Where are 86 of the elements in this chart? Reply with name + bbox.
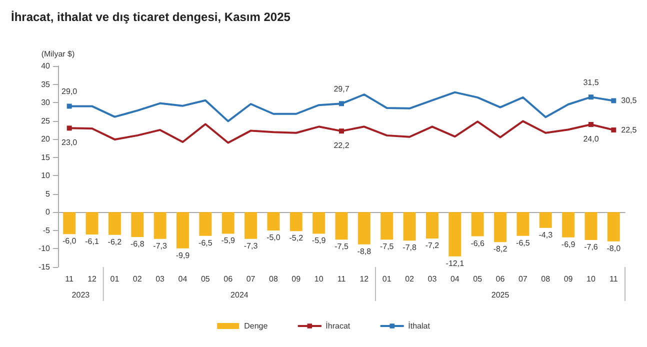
text: 2023 bbox=[72, 290, 90, 300]
data-label: -4,3 bbox=[538, 230, 554, 240]
y-tick-label: 5 bbox=[46, 189, 51, 198]
data-label: -7,2 bbox=[425, 240, 440, 250]
data-label: 29,0 bbox=[62, 87, 78, 96]
chart-title: İhracat, ithalat ve dış ticaret dengesi, Kasım 2025 bbox=[11, 10, 291, 24]
y-tick-label: 25 bbox=[41, 116, 51, 126]
point bbox=[588, 94, 594, 100]
data-label: -6,1 bbox=[85, 236, 100, 246]
text: 2025 bbox=[491, 290, 510, 300]
point bbox=[66, 104, 72, 109]
y-tick-label: 0 bbox=[46, 208, 51, 217]
x-tick-label: 09 bbox=[564, 274, 574, 284]
x-tick-label: 07 bbox=[518, 274, 528, 284]
data-label: 22,5 bbox=[621, 125, 638, 134]
data-label: -7,6 bbox=[584, 242, 598, 252]
data-label: -7,5 bbox=[334, 242, 349, 252]
legend-label: İthalat bbox=[408, 322, 431, 330]
point bbox=[339, 128, 344, 134]
x-tick-label: 11 bbox=[65, 274, 74, 284]
data-label: -6,5 bbox=[198, 238, 213, 248]
x-tick-label: 05 bbox=[473, 274, 483, 284]
x-tick-label: 11 bbox=[337, 274, 346, 284]
y-tick-label: -5 bbox=[42, 226, 51, 235]
data-label: 31,5 bbox=[583, 78, 600, 88]
legend-label: İhracat bbox=[326, 322, 351, 330]
y-tick-label: 35 bbox=[41, 80, 51, 89]
x-tick-label: 07 bbox=[246, 274, 256, 284]
y-tick-label: 10 bbox=[41, 171, 51, 180]
y-tick-label: 30 bbox=[41, 98, 51, 108]
y-tick-label: -15 bbox=[38, 262, 51, 272]
data-label: -6,6 bbox=[470, 238, 486, 248]
y-tick-label: 15 bbox=[41, 152, 51, 162]
data-label: -6,9 bbox=[561, 240, 576, 249]
data-label: -7,5 bbox=[380, 242, 394, 252]
x-tick-label: 08 bbox=[541, 274, 551, 284]
data-label: -5,9 bbox=[312, 236, 326, 246]
x-tick-label: 12 bbox=[360, 274, 370, 284]
data-label: -8,0 bbox=[606, 244, 622, 253]
x-tick-label: 01 bbox=[382, 274, 392, 284]
data-label: -8,8 bbox=[357, 246, 372, 256]
data-label: -6,8 bbox=[130, 240, 145, 249]
data-label: -7,3 bbox=[153, 241, 168, 250]
x-tick-label: 09 bbox=[292, 274, 302, 284]
data-label: 29,7 bbox=[334, 84, 350, 94]
data-label: -6,5 bbox=[516, 238, 530, 248]
data-label: -5,0 bbox=[266, 232, 281, 242]
data-label: 23,0 bbox=[62, 138, 78, 148]
text: 2024 bbox=[230, 290, 249, 300]
data-label: 24,0 bbox=[583, 134, 600, 144]
x-tick-label: 04 bbox=[178, 274, 188, 284]
x-tick-label: 08 bbox=[269, 274, 278, 284]
data-label: -6,0 bbox=[62, 236, 77, 246]
x-tick-label: 02 bbox=[132, 274, 142, 284]
data-label: -6,2 bbox=[108, 237, 122, 246]
data-label: -12,1 bbox=[446, 258, 465, 268]
point bbox=[66, 126, 72, 131]
data-label: -5,2 bbox=[289, 234, 304, 243]
y-tick-label: 20 bbox=[41, 134, 51, 144]
x-tick-label: 03 bbox=[428, 274, 438, 284]
point bbox=[339, 101, 344, 106]
data-label: -8,2 bbox=[493, 244, 508, 254]
x-tick-label: 10 bbox=[314, 274, 324, 284]
x-tick-label: 06 bbox=[496, 274, 506, 284]
x-tick-label: 01 bbox=[110, 274, 120, 284]
x-tick-label: 11 bbox=[610, 274, 618, 284]
x-tick-label: 10 bbox=[586, 274, 596, 284]
y-axis-title: (Milyar $) bbox=[41, 50, 75, 58]
data-label: 22,2 bbox=[334, 141, 350, 150]
legend-label: Denge bbox=[244, 322, 268, 330]
x-tick-label: 04 bbox=[450, 274, 460, 284]
x-tick-label: 06 bbox=[224, 274, 234, 284]
x-tick-label: 02 bbox=[405, 274, 415, 284]
point bbox=[611, 127, 616, 132]
data-label: -7,8 bbox=[402, 243, 417, 252]
y-tick-label: 40 bbox=[41, 62, 51, 70]
point bbox=[611, 98, 616, 104]
data-label: 30,5 bbox=[621, 96, 638, 106]
data-label: -7,3 bbox=[244, 241, 258, 250]
x-tick-label: 05 bbox=[200, 274, 210, 284]
data-label: -5,9 bbox=[221, 236, 236, 246]
point bbox=[588, 122, 594, 127]
x-tick-label: 03 bbox=[156, 274, 166, 284]
x-tick-label: 12 bbox=[88, 274, 98, 284]
data-label: -9,9 bbox=[176, 250, 190, 260]
y-tick-label: -10 bbox=[38, 244, 51, 254]
